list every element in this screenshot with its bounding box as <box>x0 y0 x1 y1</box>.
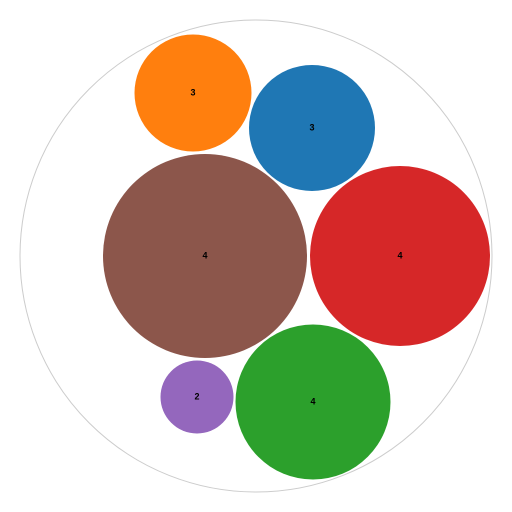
bubble-1 <box>134 34 252 152</box>
bubble-4 <box>310 166 490 346</box>
bubble-6 <box>235 324 391 480</box>
bubble-5 <box>160 360 234 434</box>
bubble-2 <box>249 65 375 191</box>
bubble-label-1: 3 <box>190 87 195 97</box>
bubble-3 <box>103 154 307 358</box>
bubble-label-4: 4 <box>397 250 402 260</box>
bubble-label-5: 2 <box>194 391 199 401</box>
labels-layer: 3 3 4 4 2 4 <box>190 87 402 406</box>
bubble-label-3: 4 <box>202 250 207 260</box>
bubble-label-6: 4 <box>310 396 315 406</box>
bubble-label-2: 3 <box>309 122 314 132</box>
outer-boundary-circle <box>19 19 493 493</box>
bubbles-layer <box>103 34 490 480</box>
